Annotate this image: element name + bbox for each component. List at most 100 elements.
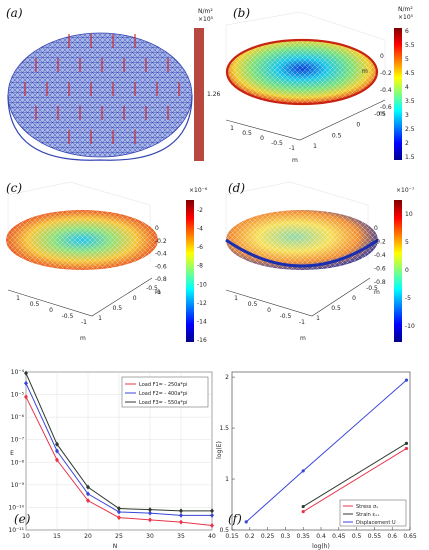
plot-f-xtick-5: 0.4 bbox=[316, 533, 326, 540]
plot-f-xlabel: log(h) bbox=[312, 543, 330, 550]
panel-b-cbar-tick-8: 2 bbox=[405, 140, 409, 147]
panel-d-y-tick-4: -1 bbox=[299, 319, 305, 326]
panel-d-x-unit: m bbox=[300, 335, 306, 342]
plot-e-legend-entry-2: Load F3= - 550a*pi bbox=[139, 400, 187, 406]
panel-label-c: (c) bbox=[6, 181, 22, 195]
panel-d-colorbar-ticks: 10 5 0 -5 -10 bbox=[405, 211, 415, 330]
panel-b-y-ticks: 1 0.5 0 -0.5 -1 bbox=[230, 125, 295, 152]
panel-b-z-tick-3: -0.6 bbox=[380, 104, 392, 111]
panel-b-rim bbox=[225, 38, 379, 106]
plot-f-point-2-1 bbox=[301, 469, 305, 473]
panel-d-x-tick-0: 1 bbox=[316, 315, 320, 322]
panel-c-y-tick-1: 0.5 bbox=[30, 301, 40, 308]
plot-f-xtick-6: 0.45 bbox=[332, 533, 346, 540]
plot-e-point-2-0 bbox=[24, 370, 28, 376]
panel-b-y-tick-1: 0.5 bbox=[242, 130, 252, 137]
panel-label-a: (a) bbox=[6, 6, 23, 20]
load-arrows bbox=[24, 34, 180, 144]
panel-c-floor bbox=[7, 277, 153, 317]
plot-e-ytick-0: 10⁻⁴ bbox=[11, 369, 25, 376]
plot-f-point-1-0 bbox=[301, 504, 305, 509]
panel-b-colorbar bbox=[394, 28, 402, 160]
panel-c-cbar-tick-7: -16 bbox=[197, 337, 207, 344]
panel-a-colorbar-unit: N/m² bbox=[198, 8, 213, 15]
plot-e-point-2-5 bbox=[179, 508, 183, 514]
plot-f-xtick-0: 0.15 bbox=[225, 533, 239, 540]
panel-a-colorbar bbox=[194, 28, 204, 161]
plot-e-xtick-3: 25 bbox=[115, 533, 123, 540]
panel-c-box bbox=[7, 181, 151, 262]
plot-e-point-2-1 bbox=[55, 441, 59, 447]
panel-d-x-tick-3: -0.5 bbox=[366, 285, 378, 292]
panel-c-z-tick-3: -0.6 bbox=[155, 263, 167, 270]
plot-f-ytick-3: 2 bbox=[225, 374, 229, 381]
panel-b-z-ticks: 0 -0.2 -0.4 -0.6 bbox=[380, 53, 392, 111]
plot-f-point-2-2 bbox=[404, 378, 409, 382]
plot-e-ytick-5: 10⁻⁹ bbox=[11, 482, 25, 489]
plot-f-point-1-1 bbox=[404, 441, 409, 445]
plot-f-xtick-2: 0.25 bbox=[261, 533, 275, 540]
panel-c-colorbar-ticks: -2 -4 -6 -8 -10 -12 -14 -16 bbox=[197, 207, 207, 344]
panel-b-cbar-tick-5: 3.5 bbox=[405, 98, 415, 105]
panel-c-z-ticks: 0 -0.2 -0.4 -0.6 -0.8 -1 bbox=[155, 225, 167, 296]
plot-e-point-0-1 bbox=[55, 457, 59, 463]
panel-c-y-tick-2: 0 bbox=[49, 307, 53, 314]
plot-f: 0.15 0.2 0.25 0.3 0.35 0.4 0.45 0.5 0.55 0.6 0.65 0… bbox=[219, 371, 417, 540]
panel-d-y-tick-3: -0.5 bbox=[280, 313, 292, 320]
panel-c-z-tick-1: -0.2 bbox=[155, 238, 167, 245]
plot-f-legend-entry-0: Stress σₓ bbox=[356, 504, 378, 510]
panel-b-y-tick-2: 0 bbox=[260, 135, 264, 142]
panel-b-cbar-tick-2: 5 bbox=[405, 56, 409, 63]
panel-c-x-unit: m bbox=[80, 335, 86, 342]
panel-b-floor bbox=[225, 99, 386, 141]
panel-c-z-tick-2: -0.4 bbox=[155, 251, 167, 258]
panel-label-d: (d) bbox=[228, 181, 245, 195]
plot-f-xtick-1: 0.2 bbox=[245, 533, 255, 540]
panel-c-y-tick-0: 1 bbox=[16, 295, 20, 302]
panel-b-cbar-tick-1: 5.5 bbox=[405, 42, 415, 49]
panel-f: 0.15 0.2 0.25 0.3 0.35 0.4 0.45 0.5 0.55 0.6 0.65 0… bbox=[216, 371, 417, 550]
plot-f-ytick-2: 1.5 bbox=[219, 425, 229, 432]
panel-b-z-tick-0: 0 bbox=[380, 53, 384, 60]
panel-c-cbar-tick-3: -8 bbox=[197, 263, 203, 270]
plot-f-ytick-0: 0.5 bbox=[219, 527, 229, 534]
panel-b-x-tick-1: 0.5 bbox=[332, 132, 342, 139]
panel-c-y-ticks: 1 0.5 0 -0.5 -1 bbox=[16, 295, 87, 326]
panel-d-z-ticks: 0 -0.2 -0.4 -0.6 -0.8 bbox=[374, 225, 386, 286]
panel-a-colorbar-exponent: ×10⁵ bbox=[198, 16, 214, 23]
panel-d-z-tick-4: -0.8 bbox=[374, 279, 386, 286]
panel-b-z-unit: m bbox=[379, 110, 385, 117]
panel-d-y-unit: m bbox=[374, 289, 380, 296]
panel-d-z-tick-1: -0.2 bbox=[374, 239, 386, 246]
plot-e: 10 15 20 25 30 35 40 10⁻⁴ 10⁻⁵ 10⁻⁶ 10⁻⁷ 10⁻⁸ 10⁻⁹ 10… bbox=[8, 369, 216, 540]
panel-label-f: (f) bbox=[228, 512, 242, 526]
panel-c-y-tick-3: -0.5 bbox=[62, 313, 74, 320]
panel-d-box bbox=[225, 181, 369, 262]
panel-c-x-ticks: 1 0.5 0 -0.5 bbox=[98, 285, 158, 322]
panel-b: N/m² ×10⁵ 6 5.5 5 4.5 4 3.5 3 2.5 2 1.5 0 -0.2 -0.4… bbox=[225, 6, 415, 164]
plot-e-legend-entry-1: Load F2= - 400a*pi bbox=[139, 391, 187, 397]
plot-f-legend-entry-1: Strain εₓₓ bbox=[356, 512, 380, 518]
plot-f-xtick-10: 0.65 bbox=[403, 533, 417, 540]
panel-d-colorbar bbox=[394, 200, 402, 342]
panel-c-cbar-tick-0: -2 bbox=[197, 207, 203, 214]
plot-e-ytick-3: 10⁻⁷ bbox=[11, 437, 25, 444]
plot-e-legend-entry-0: Load F1= - 250a*pi bbox=[139, 382, 187, 388]
panel-label-b: (b) bbox=[233, 6, 250, 20]
panel-b-x-tick-0: 1 bbox=[313, 143, 317, 150]
panel-b-y-tick-4: -1 bbox=[289, 145, 295, 152]
plot-e-legend bbox=[121, 376, 209, 408]
plot-f-series-0 bbox=[302, 448, 407, 513]
panel-b-x-unit: m bbox=[292, 157, 298, 164]
plot-e-point-2-3 bbox=[117, 506, 121, 512]
panel-d-y-tick-2: 0 bbox=[267, 307, 271, 314]
plot-e-point-0-2 bbox=[86, 498, 90, 504]
plot-e-ytick-7: 10⁻¹¹ bbox=[8, 527, 24, 534]
plot-f-legend-entry-2: Displacement U bbox=[356, 520, 396, 526]
panel-b-z-tick-1: -0.2 bbox=[380, 70, 392, 77]
panel-b-cbar-tick-9: 1.5 bbox=[405, 154, 415, 161]
plot-e-xtick-2: 20 bbox=[84, 533, 92, 540]
panel-d-z-tick-2: -0.4 bbox=[374, 252, 386, 259]
panel-b-x-tick-2: 0 bbox=[356, 122, 360, 129]
panel-c-x-tick-0: 1 bbox=[98, 315, 102, 322]
